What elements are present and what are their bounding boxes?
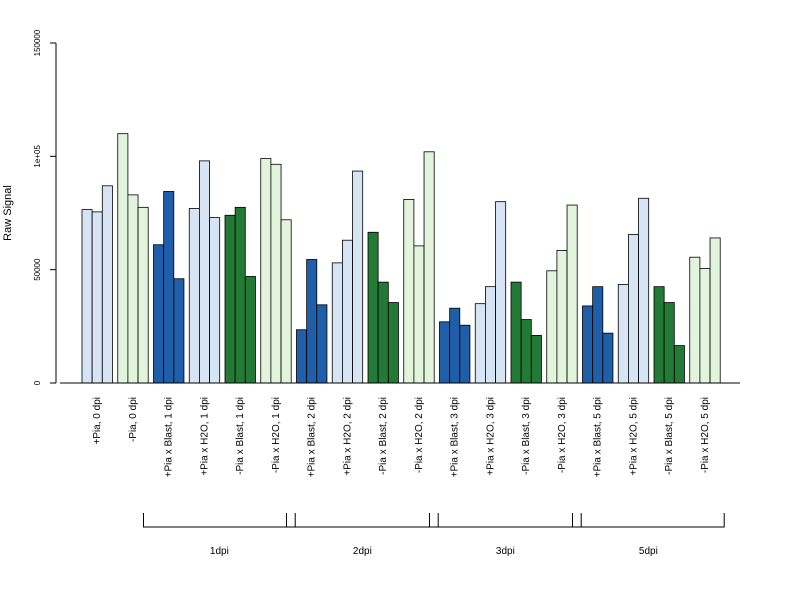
x-tick-label: -Pia x Blast, 1 dpi (235, 397, 246, 475)
bar (81, 209, 93, 384)
bar (244, 276, 256, 384)
bar (592, 286, 604, 384)
bar (296, 329, 308, 384)
bar (153, 244, 165, 384)
bar (673, 345, 685, 384)
bar (449, 307, 461, 384)
bar (663, 302, 675, 384)
y-tick-label: 150000 (33, 29, 42, 56)
bar (188, 208, 200, 384)
bar (352, 170, 364, 384)
x-tick-label: +Pia x H2O, 5 dpi (628, 397, 639, 476)
x-tick-label: -Pia x H2O, 5 dpi (700, 397, 711, 473)
bar (709, 237, 721, 384)
y-axis-label: Raw Signal (2, 185, 14, 241)
group-bracket (572, 513, 725, 528)
bar (520, 319, 532, 384)
bar (163, 191, 175, 384)
bar (341, 239, 353, 384)
y-tick-label: 50000 (33, 258, 42, 281)
bar (699, 268, 711, 384)
x-tick-label: +Pia x Blast, 2 dpi (307, 397, 318, 477)
x-tick-label: -Pia x H2O, 1 dpi (271, 397, 282, 473)
x-tick-label: -Pia x Blast, 5 dpi (664, 397, 675, 475)
bar (367, 231, 379, 384)
bar (423, 151, 435, 384)
bar (689, 256, 701, 384)
x-tick-label: -Pia x Blast, 3 dpi (521, 397, 532, 475)
bar (137, 206, 149, 384)
x-tick-label: +Pia x H2O, 1 dpi (199, 397, 210, 476)
bar (377, 281, 389, 384)
x-tick-label: +Pia x Blast, 1 dpi (164, 397, 175, 477)
bar (260, 158, 272, 384)
bar (91, 211, 103, 384)
bar (439, 321, 451, 384)
group-bracket-label: 5dpi (639, 546, 658, 557)
group-bracket (143, 513, 296, 528)
x-tick-label: -Pia x H2O, 2 dpi (414, 397, 425, 473)
bar (638, 197, 650, 384)
bar (270, 163, 282, 384)
x-tick-label: +Pia x H2O, 3 dpi (485, 397, 496, 476)
bar (306, 259, 318, 384)
bar (653, 286, 665, 384)
bar (530, 334, 542, 384)
group-bracket-label: 1dpi (210, 546, 229, 557)
bar (582, 305, 594, 384)
bar (316, 304, 328, 384)
bar (484, 286, 496, 384)
y-axis: 0 50000 1e+05 150000 (33, 29, 57, 385)
bar (546, 270, 558, 384)
bar (280, 219, 292, 384)
bar (617, 283, 629, 384)
bar (459, 324, 471, 384)
bar (101, 185, 113, 384)
group-bracket-label: 2dpi (353, 546, 372, 557)
x-tick-label: -Pia x Blast, 2 dpi (378, 397, 389, 475)
x-tick-label: +Pia x H2O, 2 dpi (342, 397, 353, 476)
bar (234, 206, 246, 384)
bar (495, 201, 507, 384)
bar (224, 214, 236, 384)
bar (628, 234, 639, 384)
bar (474, 303, 486, 384)
group-bracket-label: 3dpi (496, 546, 515, 557)
x-tick-label: -Pia x H2O, 3 dpi (557, 397, 568, 473)
group-bracket (286, 513, 439, 528)
bar (510, 281, 522, 384)
x-tick-label: +Pia x Blast, 3 dpi (450, 397, 461, 477)
y-tick-label: 1e+05 (33, 145, 42, 168)
group-bracket (429, 513, 582, 528)
bar (127, 194, 139, 384)
bar (209, 217, 221, 384)
bar (556, 249, 568, 384)
x-tick-label: -Pia, 0 dpi (128, 397, 139, 442)
bar (331, 262, 343, 384)
x-tick-label: +Pia, 0 dpi (92, 397, 103, 445)
bar (566, 204, 578, 384)
x-axis: +Pia, 0 dpi -Pia, 0 dpi +Pia x Blast, 1 dp… (60, 382, 740, 477)
bar (117, 133, 129, 384)
x-tick-label: +Pia x Blast, 5 dpi (593, 397, 604, 477)
bars (81, 133, 721, 384)
bar (602, 332, 614, 384)
y-tick-label: 0 (33, 380, 42, 385)
bar (413, 245, 425, 384)
bar (198, 160, 210, 384)
bar (173, 278, 185, 384)
bar (387, 302, 399, 384)
bar (403, 198, 415, 384)
group-brackets: 1dpi 2dpi 3dpi 5dpi (143, 513, 725, 557)
